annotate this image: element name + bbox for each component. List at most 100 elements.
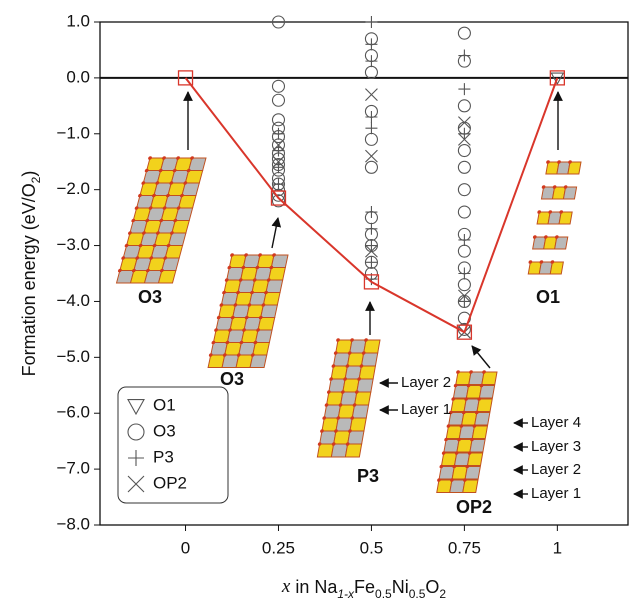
atom <box>238 278 243 282</box>
atom <box>256 328 260 332</box>
atom <box>258 315 263 320</box>
atom <box>439 464 444 469</box>
x-axis-label-part: x <box>281 576 291 597</box>
atom-cell <box>188 157 207 171</box>
point <box>365 111 378 124</box>
point <box>271 113 286 127</box>
x-axis-label-part: 0.5 <box>409 587 426 601</box>
legend-label: P3 <box>153 447 174 466</box>
atom <box>183 181 188 185</box>
atom <box>343 377 347 381</box>
atom <box>134 206 139 210</box>
atom <box>172 168 177 173</box>
crystal-structure <box>527 160 582 275</box>
annotation: Layer 2 <box>401 374 451 391</box>
atom <box>327 390 331 394</box>
annotation: OP2 <box>456 497 492 517</box>
atom <box>479 383 484 388</box>
atom <box>457 437 461 442</box>
annotation: O1 <box>536 287 560 307</box>
atom <box>359 364 364 368</box>
point <box>458 233 471 246</box>
legend-label: OP2 <box>153 473 187 492</box>
point <box>457 143 471 158</box>
y-tick-label: −5.0 <box>56 347 90 366</box>
atom <box>261 303 266 307</box>
legend-symbol <box>127 423 145 441</box>
atom <box>148 206 153 210</box>
atom <box>453 383 458 388</box>
atom <box>546 160 550 164</box>
crystal-structure <box>207 253 289 368</box>
annotation: P3 <box>357 466 379 486</box>
atom-cell <box>171 220 190 234</box>
point <box>364 160 378 174</box>
point <box>272 161 285 174</box>
atom <box>449 410 453 415</box>
atom <box>156 231 160 235</box>
atom <box>528 260 533 264</box>
legend-box <box>117 386 229 504</box>
atom <box>541 185 546 189</box>
atom <box>173 218 178 223</box>
x-tick-label: 0.25 <box>262 538 295 557</box>
annotation: Layer 1 <box>401 401 451 418</box>
y-tick-label: −7.0 <box>56 459 90 478</box>
atom <box>170 231 174 235</box>
legend-symbol <box>127 475 145 493</box>
point <box>365 206 378 219</box>
point <box>272 155 285 169</box>
point <box>365 149 378 163</box>
atom-cell <box>464 466 481 480</box>
atom-cell <box>249 354 268 368</box>
atom <box>258 253 262 257</box>
atom <box>145 268 150 273</box>
atom <box>272 253 276 257</box>
x-axis-label-part: Ni <box>392 577 409 597</box>
atom-cell <box>260 304 278 318</box>
atom <box>124 243 129 248</box>
atom <box>162 206 167 210</box>
legend-label: O3 <box>153 421 176 440</box>
atom-cell <box>471 425 489 439</box>
atom-cell <box>270 254 289 268</box>
y-axis-label-part: ) <box>19 171 39 177</box>
hull-point <box>177 70 194 86</box>
atom <box>148 156 152 160</box>
atom-cell <box>481 371 498 385</box>
atom <box>464 397 469 401</box>
y-axis-label: Formation energy (eV/O2) <box>19 171 43 377</box>
atom <box>138 193 142 198</box>
annotation: Layer 4 <box>531 414 581 431</box>
point <box>272 138 285 152</box>
atom-cell <box>174 207 194 221</box>
x-axis-label-part: O <box>425 577 439 597</box>
atom <box>149 256 154 260</box>
atom <box>227 265 232 270</box>
atom <box>350 416 355 420</box>
atom <box>477 397 482 401</box>
point <box>458 295 471 308</box>
atom <box>338 403 343 407</box>
atom <box>462 410 466 415</box>
atom <box>348 429 352 433</box>
atom-cell <box>567 161 582 175</box>
atom <box>550 260 555 264</box>
point <box>458 289 471 303</box>
atom-cell <box>466 452 484 466</box>
point <box>458 116 471 129</box>
atom <box>222 353 227 357</box>
atom <box>219 303 224 307</box>
atom <box>355 390 359 394</box>
atom-cell <box>349 417 367 432</box>
atom <box>336 338 340 342</box>
atom <box>242 328 246 332</box>
point <box>272 178 285 191</box>
atom <box>144 168 149 173</box>
x-axis-label-part: 1-x <box>337 587 355 601</box>
atom <box>252 278 257 282</box>
plot-area: 1.0 0.0 −1.0 −2.0 −3.0 −4.0 −5.0 −6.0 −7.0 −8.0 0 0… <box>19 11 629 601</box>
atom <box>554 235 559 239</box>
y-tick-label: −6.0 <box>56 403 90 422</box>
atom-cell <box>265 279 284 293</box>
